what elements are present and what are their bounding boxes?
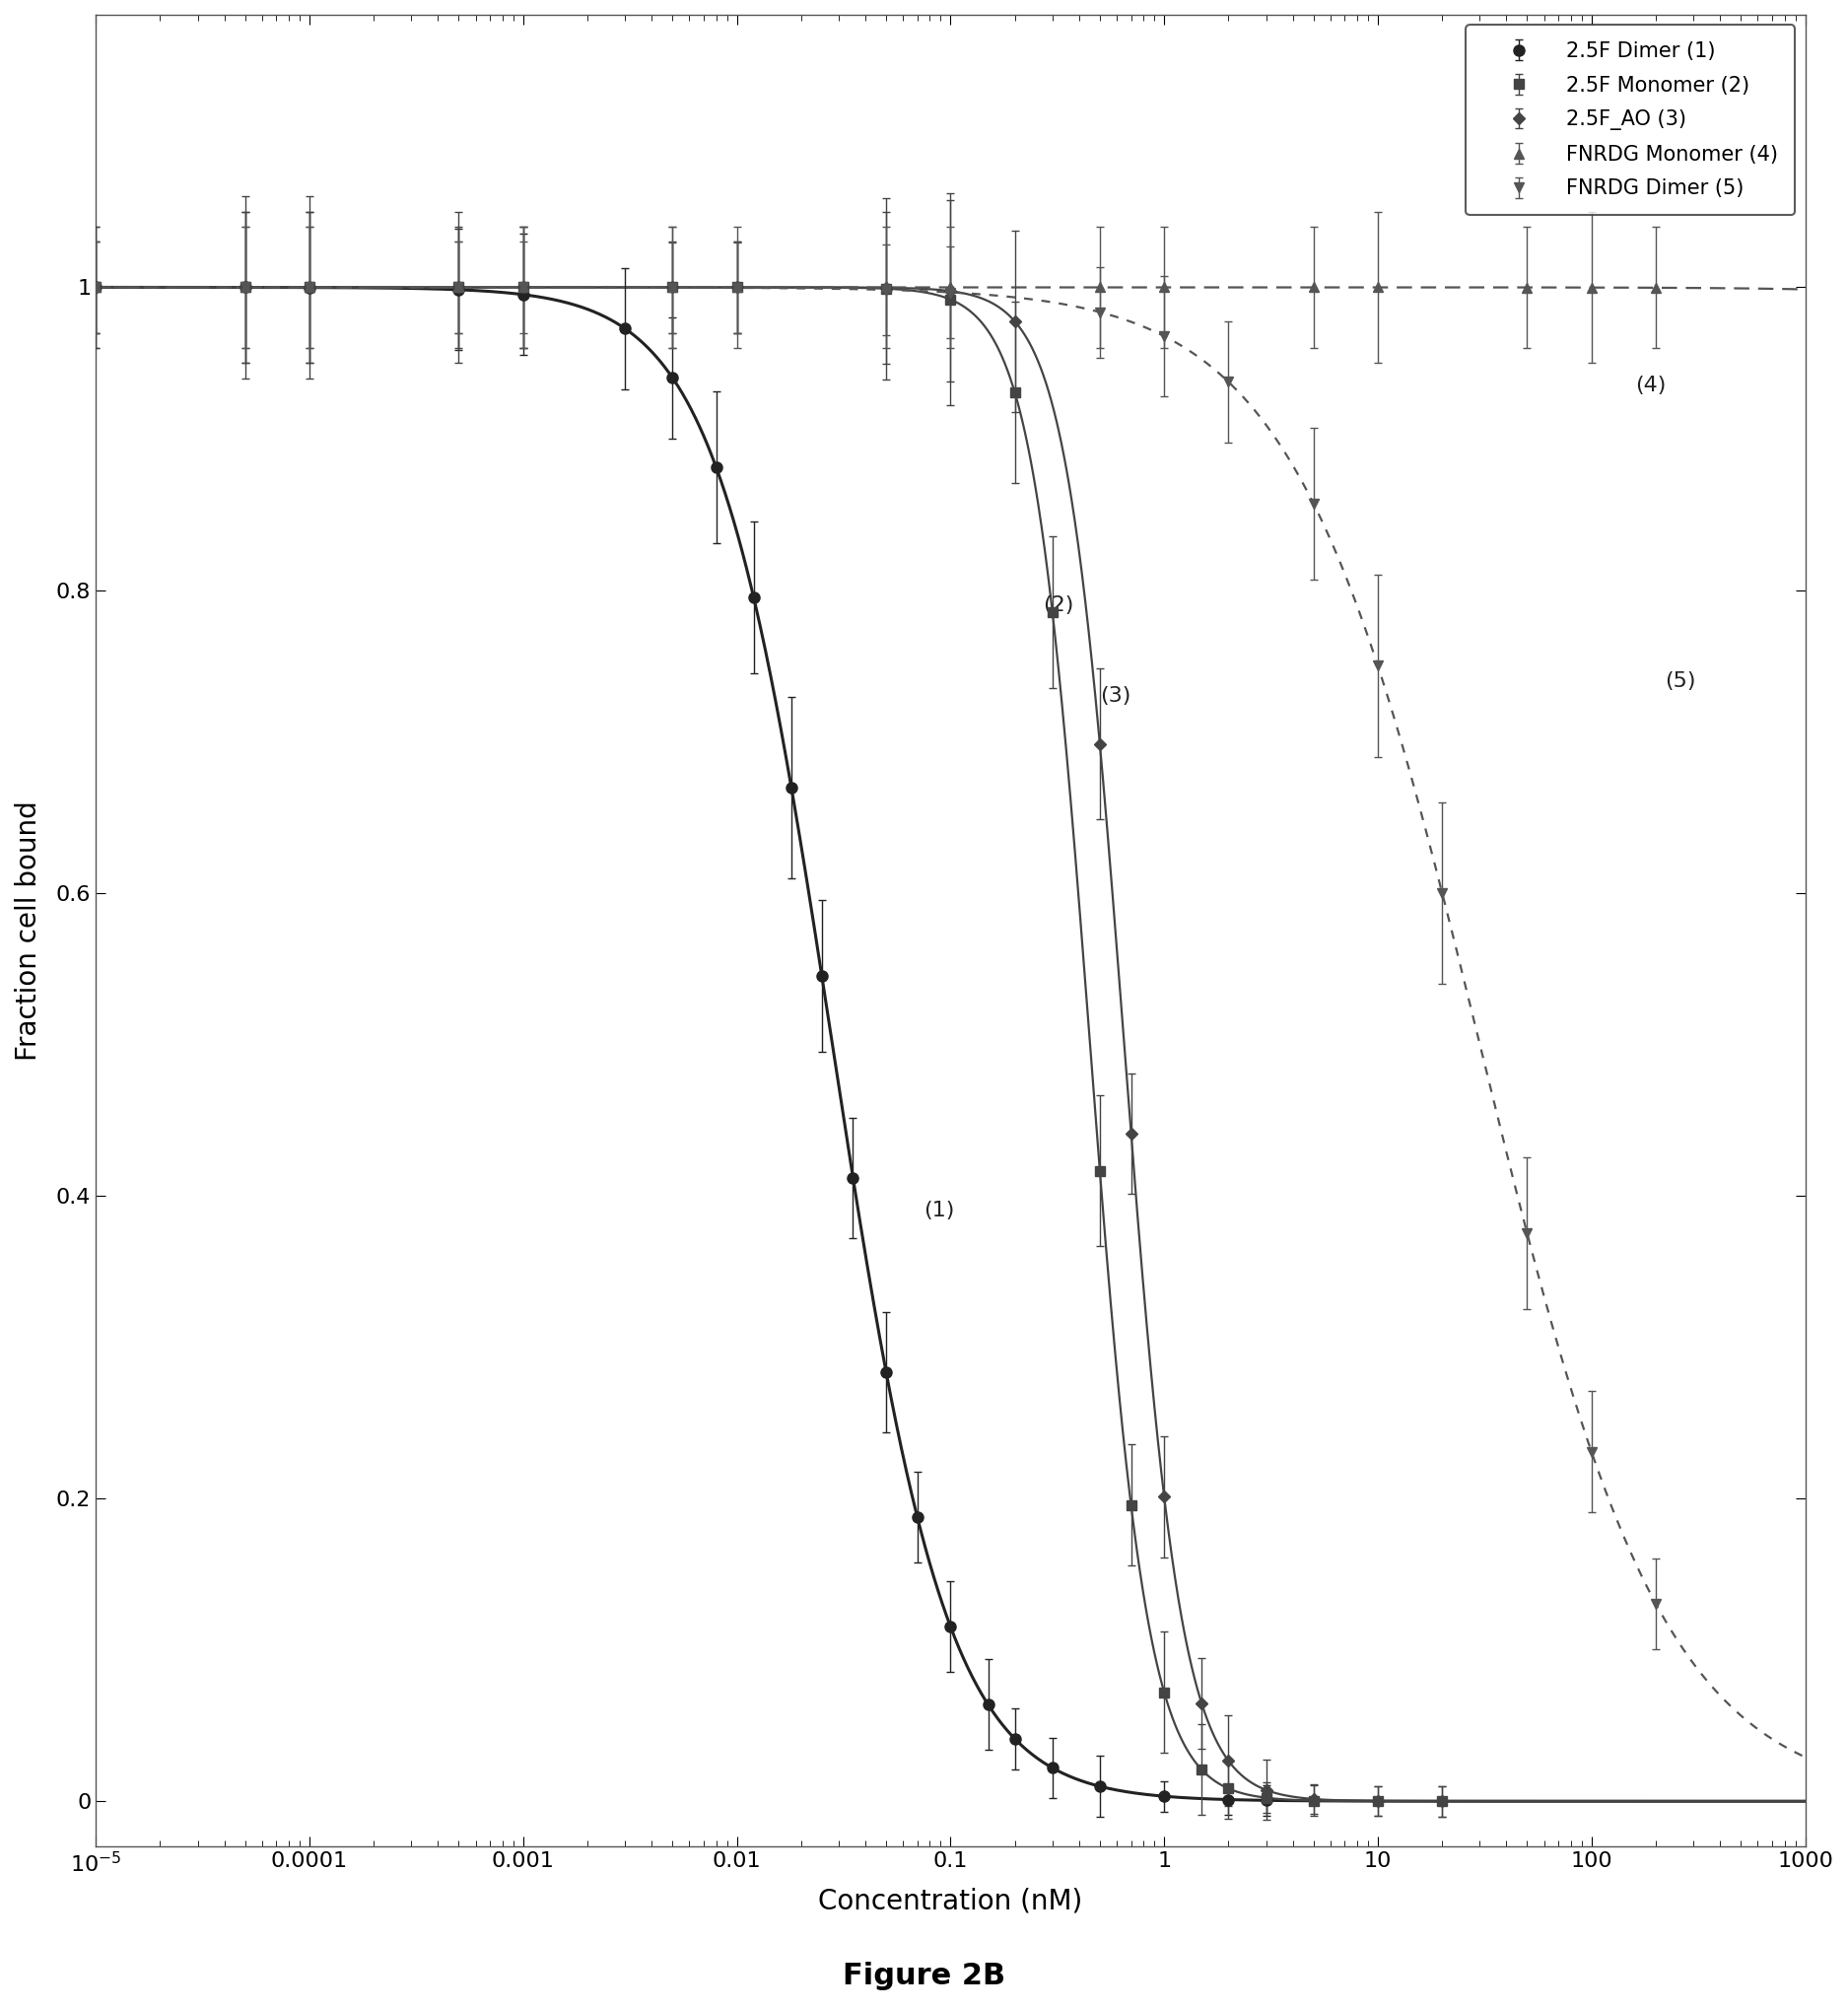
X-axis label: Concentration (nM): Concentration (nM)	[819, 1887, 1083, 1916]
Text: (2): (2)	[1042, 595, 1074, 615]
Text: Figure 2B: Figure 2B	[843, 1962, 1005, 1990]
Text: (3): (3)	[1100, 685, 1131, 706]
Y-axis label: Fraction cell bound: Fraction cell bound	[15, 800, 43, 1061]
Legend: 2.5F Dimer (1), 2.5F Monomer (2), 2.5F_AO (3), FNRDG Monomer (4), FNRDG Dimer (5: 2.5F Dimer (1), 2.5F Monomer (2), 2.5F_A…	[1465, 24, 1794, 215]
Text: (5): (5)	[1665, 671, 1696, 691]
Text: (4): (4)	[1635, 376, 1667, 396]
Text: (1): (1)	[924, 1200, 955, 1220]
